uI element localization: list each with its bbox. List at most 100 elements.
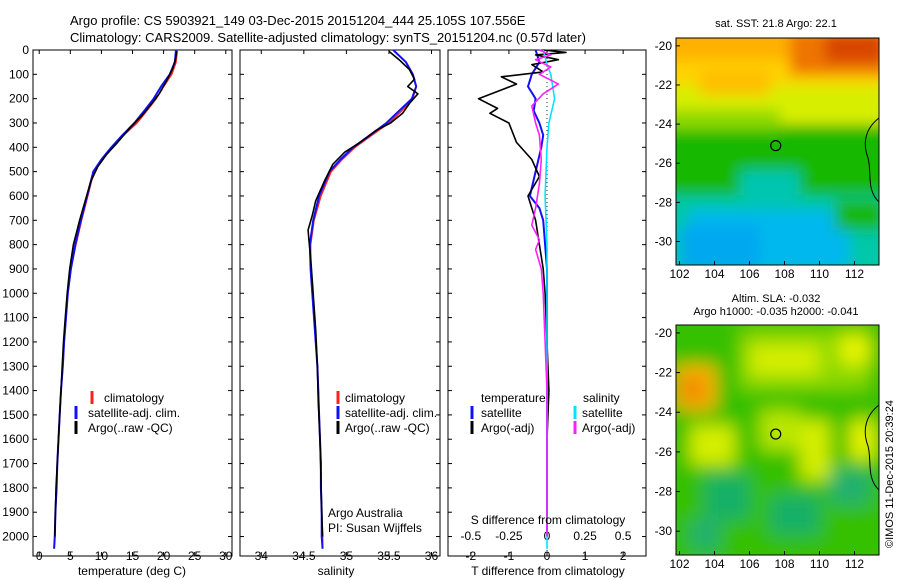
series-line-satellite-adj-clim-: [308, 49, 418, 549]
legend-label: satellite: [481, 406, 522, 420]
map-x-tick-label: 104: [704, 557, 724, 571]
sla-map-title-2: Argo h1000: -0.035 h2000: -0.041: [693, 306, 858, 318]
x-tick-label: -2: [466, 549, 477, 563]
sst-argo-marker: [770, 140, 782, 152]
depth-tick-label: 1500: [2, 408, 29, 422]
map-y-tick-label: -20: [655, 326, 673, 340]
legend-label: Argo(-adj): [481, 421, 534, 435]
x-tick-label: -1: [504, 549, 515, 563]
map-x-tick-label: 104: [704, 267, 724, 281]
depth-tick-label: 1400: [2, 384, 29, 398]
depth-tick-label: 500: [9, 165, 29, 179]
annotation-line-2: PI: Susan Wijffels: [328, 521, 422, 535]
legend-label: Argo(..raw -QC): [345, 421, 430, 435]
map-y-tick-label: -28: [655, 195, 673, 209]
sla-heatmap: [676, 325, 879, 555]
map-y-tick-label: -26: [655, 445, 673, 459]
x-tick-label: 5: [67, 549, 74, 563]
series-line-argo-raw-qc-: [307, 50, 419, 537]
x-tick-label: 30: [219, 549, 233, 563]
header-line-2: Climatology: CARS2009. Satellite-adjuste…: [70, 30, 586, 45]
salinity-plot-frame: [239, 49, 441, 557]
s-diff-tick-label: 0.25: [573, 529, 597, 543]
depth-tick-label: 0: [22, 43, 29, 57]
series-line-satellite-salinity: [542, 49, 556, 549]
sla-coastline: [864, 404, 880, 491]
depth-tick-label: 1800: [2, 481, 29, 495]
temperature-legend: climatology satellite-adj. clim. Argo(..…: [74, 391, 180, 435]
difference-series: [477, 49, 567, 549]
x-tick-label: 2: [620, 549, 627, 563]
legend-label: climatology: [345, 391, 405, 405]
x-tick-label: 20: [157, 549, 171, 563]
map-y-tick-label: -30: [655, 235, 673, 249]
sst-map-title: sat. SST: 21.8 Argo: 22.1: [715, 18, 837, 30]
map-x-tick-label: 108: [774, 267, 794, 281]
depth-tick-label: 2000: [2, 530, 29, 544]
map-x-tick-label: 110: [810, 557, 829, 571]
series-line-satellite-adj-clim-: [53, 49, 177, 549]
header-line-1: Argo profile: CS 5903921_149 03-Dec-2015…: [70, 13, 526, 28]
map-y-tick-label: -24: [655, 405, 673, 419]
map-x-tick-label: 106: [739, 557, 759, 571]
difference-axis-label: T difference from climatology: [471, 564, 625, 578]
x-tick-label: 35: [340, 549, 354, 563]
depth-tick-label: 1600: [2, 432, 29, 446]
difference-legend: temperature salinity satellite Argo(-adj…: [470, 391, 635, 435]
copyright-stamp: ©IMOS 11-Dec-2015 20:39:24: [884, 400, 896, 548]
depth-tick-label: 1100: [3, 311, 29, 325]
x-tick-label: 34: [255, 549, 269, 563]
map-x-tick-label: 106: [739, 267, 759, 281]
series-line-climatology: [309, 49, 417, 549]
depth-tick-label: 1000: [2, 286, 29, 300]
sst-map-axes: 102 104 106 108 110 112 -20 -22 -24 -26 -28 -30: [655, 39, 865, 281]
map-y-tick-label: -22: [655, 366, 673, 380]
map-x-tick-label: 112: [845, 267, 864, 281]
sla-map-title-1: Altim. SLA: -0.032: [732, 293, 821, 305]
depth-tick-label: 400: [9, 140, 29, 154]
map-y-tick-label: -20: [655, 39, 673, 53]
x-tick-label: 15: [126, 549, 140, 563]
annotation-line-1: Argo Australia: [328, 506, 403, 520]
map-x-tick-label: 108: [774, 557, 794, 571]
sla-map-frame: [675, 324, 880, 556]
s-diff-tick-label: -0.25: [495, 529, 523, 543]
depth-tick-label: 1300: [2, 359, 29, 373]
legend-label: Argo(..raw -QC): [88, 421, 173, 435]
depth-tick-label: 700: [9, 213, 29, 227]
x-tick-label: 1: [582, 549, 589, 563]
depth-tick-label: 900: [9, 262, 29, 276]
map-y-tick-label: -22: [655, 78, 673, 92]
x-tick-label: 36: [425, 549, 439, 563]
sst-heatmap: [676, 38, 879, 265]
salinity-axis-label: salinity: [318, 564, 355, 578]
map-y-tick-label: -26: [655, 156, 673, 170]
x-tick-label: 0: [36, 549, 43, 563]
sst-coastline: [864, 117, 880, 203]
depth-axis: 0 100 200 300 400 500 600 700 800 900 1000 1100 1200…: [2, 43, 646, 544]
salinity-series: [307, 49, 419, 549]
legend-label: satellite: [582, 406, 623, 420]
map-y-tick-label: -30: [655, 524, 673, 538]
depth-tick-label: 300: [9, 116, 29, 130]
series-line-climatology: [53, 49, 179, 549]
x-tick-label: 34.5: [292, 549, 316, 563]
temperature-series: [53, 49, 179, 549]
depth-tick-label: 1900: [2, 505, 29, 519]
salinity-x-axis: 34 34.5 35 35.5 36: [255, 50, 439, 563]
legend-label: Argo(-adj): [582, 421, 635, 435]
map-y-tick-label: -24: [655, 117, 673, 131]
legend-label: satellite-adj. clim.: [88, 406, 180, 420]
depth-tick-label: 200: [9, 92, 29, 106]
map-x-tick-label: 110: [810, 267, 829, 281]
x-tick-label: 25: [188, 549, 202, 563]
temperature-axis-label: temperature (deg C): [78, 564, 186, 578]
salinity-legend: climatology satellite-adj. clim. Argo(..…: [336, 391, 437, 435]
legend-label: climatology: [104, 391, 164, 405]
temperature-x-axis: 0 5 10 15 20 25 30: [36, 50, 233, 563]
series-line-satellite: [527, 49, 548, 537]
map-x-tick-label: 102: [669, 557, 689, 571]
series-line-argo-adj-salinity: [531, 49, 560, 537]
legend-title-temperature: temperature: [481, 391, 546, 405]
